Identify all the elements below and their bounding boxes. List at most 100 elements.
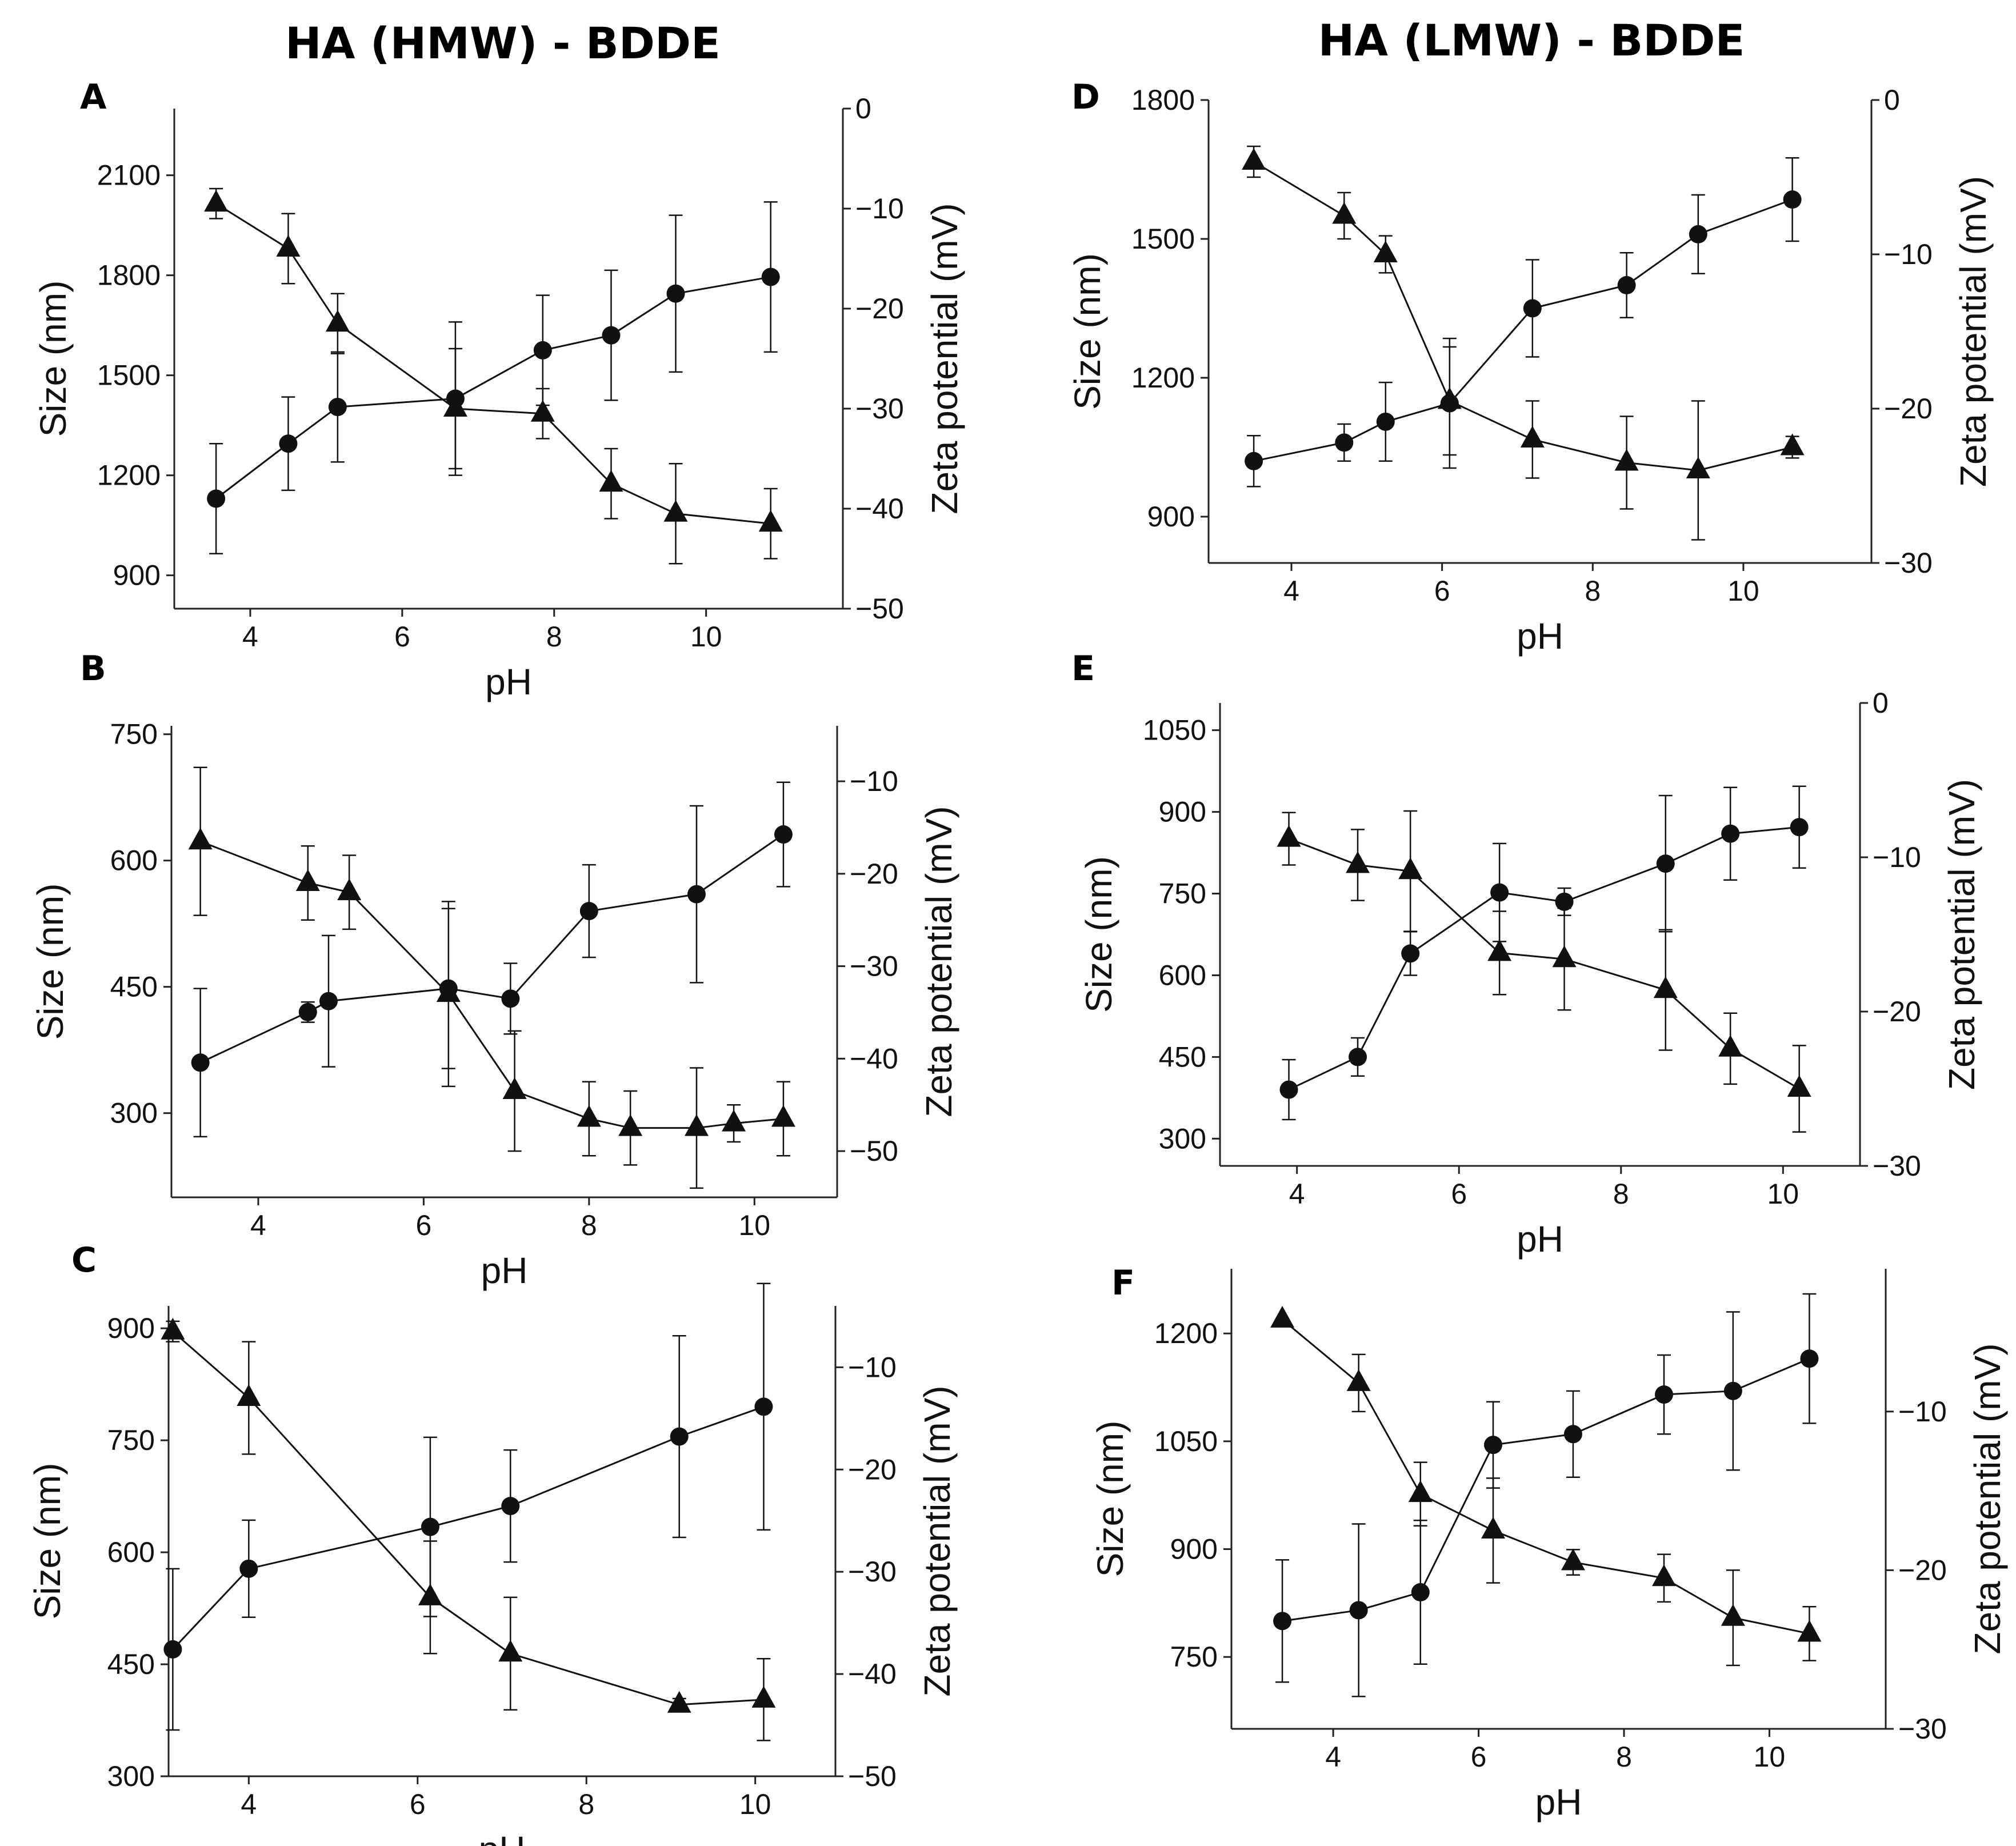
y-tick-label: 600 xyxy=(107,1536,155,1568)
panel-a: 4 6 8 10 900 1200 1500 1800 2100 −50 −40 −30 −20 −10 0… xyxy=(33,93,965,702)
zeta-point xyxy=(758,510,783,532)
panel-e: 4 6 8 10 300 450 600 750 900 1050 −30 −20 −10 0 pH Size… xyxy=(1078,687,1982,1260)
y2-tick-label: −10 xyxy=(848,1351,897,1383)
y-tick-label: 600 xyxy=(1159,959,1206,991)
size-point xyxy=(1376,412,1395,431)
y-tick-label: 600 xyxy=(110,845,158,877)
y-tick-label: 1200 xyxy=(97,459,161,492)
size-point xyxy=(421,1517,439,1536)
zeta-point xyxy=(618,1114,643,1136)
zeta-point xyxy=(237,1384,261,1407)
zeta-point xyxy=(1346,851,1370,873)
x-tick-label: 4 xyxy=(250,1209,266,1241)
x-tick-label: 4 xyxy=(1325,1741,1341,1773)
zeta-point xyxy=(204,190,229,212)
y-tick-label: 750 xyxy=(1170,1641,1218,1673)
x-tick-label: 8 xyxy=(1616,1741,1632,1773)
size-point xyxy=(1484,1436,1502,1455)
size-point xyxy=(1401,944,1420,963)
zeta-series-line xyxy=(172,1330,764,1706)
y-tick-label: 750 xyxy=(110,718,158,750)
size-point xyxy=(602,326,621,345)
y-tick-label: 1200 xyxy=(1154,1317,1218,1349)
zeta-point xyxy=(684,1114,709,1136)
size-point xyxy=(1654,1385,1673,1404)
x-tick-label: 6 xyxy=(1451,1178,1467,1210)
zeta-series-line xyxy=(1282,1318,1810,1635)
y-tick-label: 900 xyxy=(1159,796,1206,828)
y2-tick-label: −50 xyxy=(848,1760,897,1792)
y2-tick-label: 0 xyxy=(855,93,871,125)
size-point xyxy=(239,1559,258,1578)
zeta-point xyxy=(1277,825,1301,847)
size-point xyxy=(1721,824,1740,843)
y-axis-label: Size (nm) xyxy=(1078,856,1119,1013)
zeta-point xyxy=(337,878,362,901)
size-point xyxy=(1273,1612,1292,1631)
y-axis-label: Size (nm) xyxy=(30,884,71,1040)
zeta-point xyxy=(436,980,461,1002)
panel-letter-f: F xyxy=(1111,1263,1135,1303)
size-series-line xyxy=(1282,1357,1810,1622)
zeta-point xyxy=(161,1317,185,1340)
y-tick-label: 900 xyxy=(107,1312,155,1344)
y-tick-label: 900 xyxy=(113,560,161,592)
x-tick-label: 6 xyxy=(410,1788,426,1820)
x-axis-label: pH xyxy=(485,661,532,702)
zeta-point xyxy=(722,1109,746,1132)
y2-tick-label: −40 xyxy=(850,1042,898,1074)
y-axis-label: Size (nm) xyxy=(1090,1421,1131,1577)
zeta-point xyxy=(418,1583,442,1605)
size-point xyxy=(1349,1601,1368,1620)
y2-tick-label: −30 xyxy=(855,393,904,425)
size-point xyxy=(1723,1381,1742,1400)
size-point xyxy=(163,1640,182,1659)
y2-tick-label: −30 xyxy=(848,1556,897,1588)
size-point xyxy=(501,1497,520,1516)
size-series-line xyxy=(1288,826,1799,1090)
zeta-point xyxy=(276,235,301,257)
y2-axis-label: Zeta potential (mV) xyxy=(924,203,965,514)
y-tick-label: 450 xyxy=(110,971,158,1003)
y2-axis-label: Zeta potential (mV) xyxy=(917,1385,958,1696)
y-tick-label: 1800 xyxy=(1131,84,1195,116)
y2-tick-label: −10 xyxy=(1884,238,1933,270)
zeta-point xyxy=(751,1685,776,1708)
zeta-point xyxy=(663,500,688,522)
size-point xyxy=(579,902,598,921)
y-tick-label: 900 xyxy=(1170,1533,1218,1565)
size-point xyxy=(666,284,685,303)
x-tick-label: 10 xyxy=(739,1788,771,1820)
y-tick-label: 300 xyxy=(1159,1122,1206,1154)
y2-tick-label: −20 xyxy=(1898,1554,1947,1586)
zeta-series-line xyxy=(215,202,771,525)
y2-tick-label: −20 xyxy=(848,1453,897,1485)
x-tick-label: 8 xyxy=(578,1788,594,1820)
size-point xyxy=(207,489,226,508)
y2-tick-label: −10 xyxy=(1898,1396,1947,1428)
size-series-line xyxy=(1253,198,1793,462)
y-axis-label: Size (nm) xyxy=(27,1463,68,1620)
y2-tick-label: −10 xyxy=(1873,841,1921,873)
size-point xyxy=(1335,433,1354,452)
y-tick-label: 1500 xyxy=(1131,223,1195,255)
x-tick-label: 10 xyxy=(1727,575,1759,607)
size-point xyxy=(1279,1080,1298,1099)
y2-tick-label: −30 xyxy=(1884,547,1933,579)
size-point xyxy=(1790,818,1809,837)
size-point xyxy=(328,398,347,417)
panel-b: 4 6 8 10 300 450 600 750 −50 −40 −30 −20 −10 pH Size (… xyxy=(30,718,959,1291)
zeta-point xyxy=(1614,449,1639,471)
x-axis-label: pH xyxy=(479,1829,526,1846)
y2-tick-label: −40 xyxy=(848,1658,897,1690)
y-tick-label: 750 xyxy=(107,1424,155,1456)
zeta-point xyxy=(771,1105,795,1127)
x-tick-label: 10 xyxy=(738,1209,770,1241)
y2-axis-label: Zeta potential (mV) xyxy=(1941,779,1982,1090)
y2-axis-label: Zeta potential (mV) xyxy=(1967,1343,2008,1654)
size-point xyxy=(774,825,793,844)
zeta-point xyxy=(1437,387,1462,409)
x-tick-label: 8 xyxy=(546,621,562,653)
zeta-point xyxy=(1270,1305,1295,1328)
